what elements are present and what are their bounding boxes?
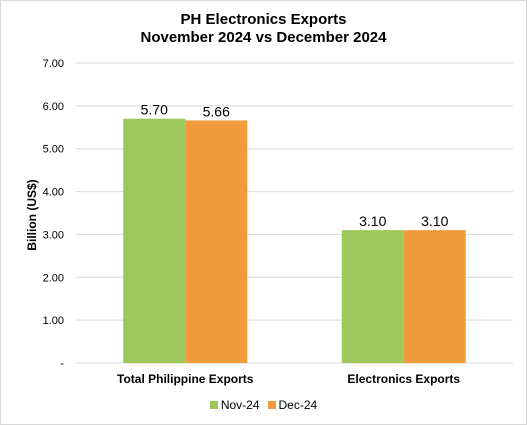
- bar-nov-24: [341, 230, 404, 363]
- y-tick-label: 3.00: [43, 229, 64, 241]
- chart-title-block: PH Electronics Exports November 2024 vs …: [1, 11, 526, 47]
- legend-item: Nov-24: [209, 398, 260, 412]
- y-tick-label: 4.00: [43, 187, 64, 199]
- bars: [123, 118, 466, 363]
- bar-dec-24: [185, 120, 248, 363]
- bar-nov-24: [123, 118, 186, 363]
- data-label: 3.10: [359, 213, 386, 229]
- y-axis-ticks: - 1.00 2.00 3.00 4.00 5.00 6.00 7.00: [43, 58, 65, 370]
- legend-label: Nov-24: [220, 398, 260, 412]
- chart-subtitle: November 2024 vs December 2024: [140, 29, 387, 46]
- y-tick-label: 5.00: [43, 144, 64, 156]
- y-tick-label: 7.00: [43, 58, 64, 70]
- y-axis-label: Billion (US$): [25, 179, 39, 250]
- data-label: 3.10: [421, 213, 448, 229]
- y-tick-label: 2.00: [43, 272, 64, 284]
- data-label: 5.66: [203, 103, 230, 119]
- x-category-label: Total Philippine Exports: [117, 372, 254, 386]
- legend-swatch: [209, 401, 218, 409]
- legend-item: Dec-24: [267, 398, 318, 412]
- data-label: 5.70: [141, 102, 168, 118]
- y-tick-label: 1.00: [43, 315, 64, 327]
- legend: Nov-24 Dec-24: [1, 398, 526, 412]
- bar-dec-24: [403, 230, 466, 363]
- legend-swatch: [267, 401, 276, 409]
- x-axis-categories: Total Philippine Exports Electronics Expo…: [117, 372, 460, 386]
- chart-title: PH Electronics Exports: [180, 11, 347, 28]
- data-labels: 5.70 5.66 3.10 3.10: [141, 102, 449, 229]
- y-tick-label: 6.00: [43, 101, 64, 113]
- legend-label: Dec-24: [278, 398, 318, 412]
- y-tick-label: -: [60, 358, 64, 370]
- x-category-label: Electronics Exports: [347, 372, 460, 386]
